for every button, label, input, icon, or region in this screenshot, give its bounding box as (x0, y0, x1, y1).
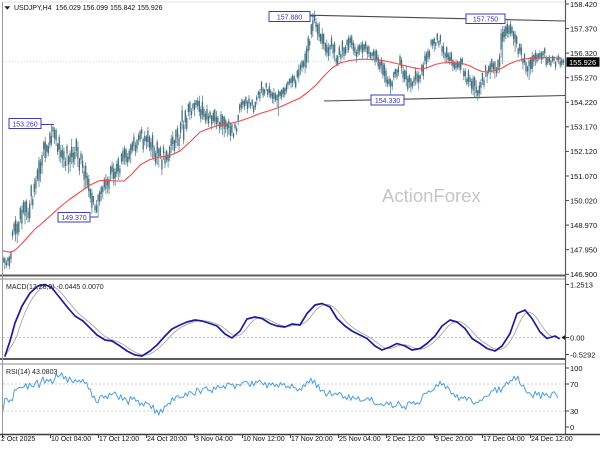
svg-text:70: 70 (570, 380, 578, 389)
svg-text:156.320: 156.320 (570, 49, 597, 58)
svg-text:10 Oct 04:00: 10 Oct 04:00 (51, 436, 91, 443)
svg-text:153.170: 153.170 (570, 123, 597, 132)
svg-text:24 Dec 12:00: 24 Dec 12:00 (531, 436, 573, 443)
svg-text:149.370: 149.370 (61, 215, 86, 222)
svg-text:157.880: 157.880 (277, 15, 302, 22)
svg-text:9 Dec 20:00: 9 Dec 20:00 (435, 436, 473, 443)
svg-text:25 Nov 04:00: 25 Nov 04:00 (339, 436, 381, 443)
svg-text:0.00: 0.00 (570, 333, 585, 342)
svg-text:17 Oct 12:00: 17 Oct 12:00 (99, 436, 139, 443)
svg-text:17 Nov 20:00: 17 Nov 20:00 (291, 436, 333, 443)
svg-text:USDJPY,H4 156.029 156.099 155: USDJPY,H4 156.029 156.099 155.842 155.92… (14, 5, 163, 12)
svg-text:154.220: 154.220 (570, 98, 597, 107)
svg-text:24 Oct 20:00: 24 Oct 20:00 (147, 436, 187, 443)
svg-text:100: 100 (570, 364, 583, 373)
svg-text:30: 30 (570, 407, 578, 416)
svg-text:2 Dec 12:00: 2 Dec 12:00 (387, 436, 425, 443)
svg-text:RSI(14) 43.0803: RSI(14) 43.0803 (6, 369, 57, 376)
svg-text:147.950: 147.950 (570, 246, 597, 255)
svg-text:MACD(12,26,9) -0.0445 0.0070: MACD(12,26,9) -0.0445 0.0070 (6, 284, 104, 291)
svg-text:157.370: 157.370 (570, 24, 597, 33)
svg-text:153.260: 153.260 (12, 122, 37, 129)
svg-text:1.2513: 1.2513 (570, 280, 593, 289)
svg-text:10 Nov 12:00: 10 Nov 12:00 (243, 436, 285, 443)
svg-text:2 Oct 2025: 2 Oct 2025 (1, 436, 35, 443)
svg-text:17 Dec 04:00: 17 Dec 04:00 (483, 436, 525, 443)
svg-text:148.970: 148.970 (570, 221, 597, 230)
svg-text:152.120: 152.120 (570, 147, 597, 156)
svg-text:155.270: 155.270 (570, 74, 597, 83)
svg-text:154.330: 154.330 (375, 98, 400, 105)
svg-text:-0.5292: -0.5292 (570, 350, 595, 359)
svg-text:158.420: 158.420 (570, 0, 597, 9)
svg-text:3 Nov 04:00: 3 Nov 04:00 (195, 436, 233, 443)
svg-text:146.900: 146.900 (570, 270, 597, 279)
svg-text:151.070: 151.070 (570, 172, 597, 181)
svg-text:155.926: 155.926 (569, 58, 596, 67)
svg-text:0: 0 (570, 423, 574, 432)
svg-text:150.020: 150.020 (570, 196, 597, 205)
svg-text:157.750: 157.750 (473, 17, 498, 24)
svg-text:ActionForex: ActionForex (382, 185, 481, 206)
